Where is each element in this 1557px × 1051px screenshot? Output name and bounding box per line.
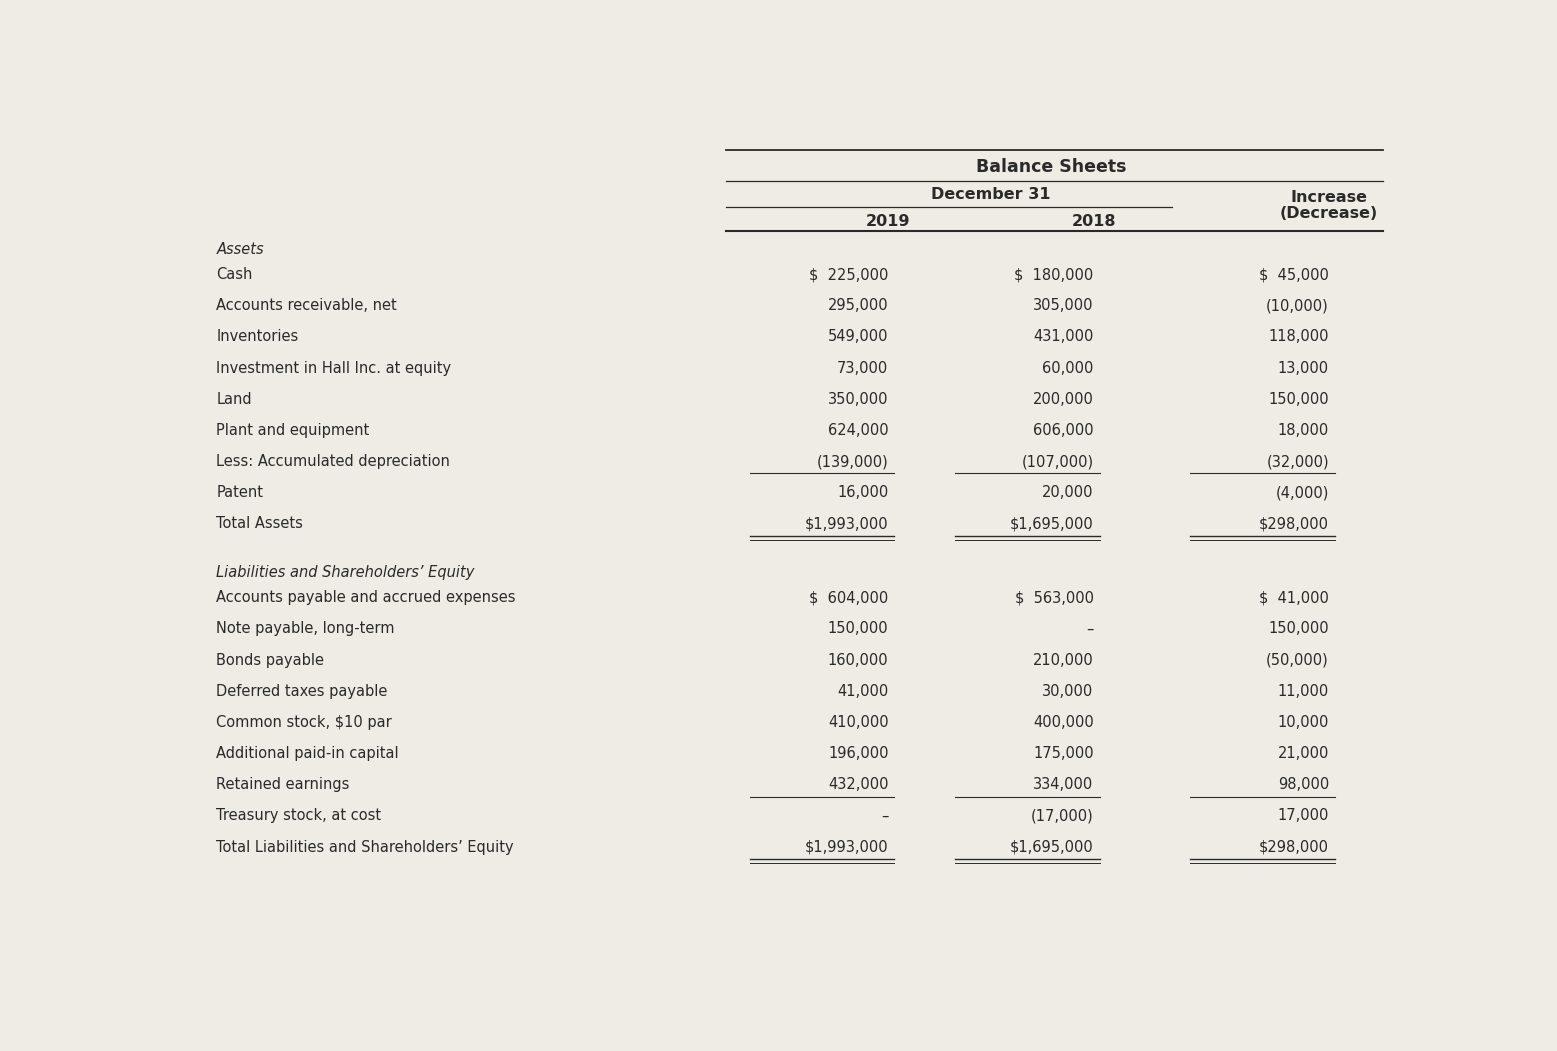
Text: 210,000: 210,000 bbox=[1032, 653, 1093, 667]
Text: 150,000: 150,000 bbox=[1269, 621, 1328, 637]
Text: 10,000: 10,000 bbox=[1278, 715, 1328, 729]
Text: (107,000): (107,000) bbox=[1021, 454, 1093, 469]
Text: 160,000: 160,000 bbox=[828, 653, 889, 667]
Text: 400,000: 400,000 bbox=[1032, 715, 1093, 729]
Text: Total Liabilities and Shareholders’ Equity: Total Liabilities and Shareholders’ Equi… bbox=[216, 840, 514, 854]
Text: 334,000: 334,000 bbox=[1034, 778, 1093, 792]
Text: Cash: Cash bbox=[216, 267, 252, 282]
Text: (17,000): (17,000) bbox=[1031, 808, 1093, 823]
Text: $1,695,000: $1,695,000 bbox=[1010, 840, 1093, 854]
Text: 549,000: 549,000 bbox=[828, 330, 889, 345]
Text: 18,000: 18,000 bbox=[1278, 423, 1328, 438]
Text: 21,000: 21,000 bbox=[1278, 746, 1328, 761]
Text: 41,000: 41,000 bbox=[838, 684, 889, 699]
Text: 431,000: 431,000 bbox=[1034, 330, 1093, 345]
Text: (4,000): (4,000) bbox=[1275, 486, 1328, 500]
Text: Additional paid-in capital: Additional paid-in capital bbox=[216, 746, 399, 761]
Text: 150,000: 150,000 bbox=[828, 621, 889, 637]
Text: Accounts payable and accrued expenses: Accounts payable and accrued expenses bbox=[216, 591, 515, 605]
Text: 295,000: 295,000 bbox=[828, 298, 889, 313]
Text: Common stock, $10 par: Common stock, $10 par bbox=[216, 715, 392, 729]
Text: Inventories: Inventories bbox=[216, 330, 299, 345]
Text: 60,000: 60,000 bbox=[1042, 360, 1093, 375]
Text: 432,000: 432,000 bbox=[828, 778, 889, 792]
Text: 606,000: 606,000 bbox=[1032, 423, 1093, 438]
Text: (50,000): (50,000) bbox=[1266, 653, 1328, 667]
Text: Retained earnings: Retained earnings bbox=[216, 778, 350, 792]
Text: $  604,000: $ 604,000 bbox=[810, 591, 889, 605]
Text: Less: Accumulated depreciation: Less: Accumulated depreciation bbox=[216, 454, 450, 469]
Text: 20,000: 20,000 bbox=[1042, 486, 1093, 500]
Text: 16,000: 16,000 bbox=[838, 486, 889, 500]
Text: (Decrease): (Decrease) bbox=[1280, 206, 1378, 221]
Text: Land: Land bbox=[216, 392, 252, 407]
Text: 410,000: 410,000 bbox=[828, 715, 889, 729]
Text: $1,993,000: $1,993,000 bbox=[805, 840, 889, 854]
Text: –: – bbox=[1087, 621, 1093, 637]
Text: 196,000: 196,000 bbox=[828, 746, 889, 761]
Text: $  563,000: $ 563,000 bbox=[1015, 591, 1093, 605]
Text: 624,000: 624,000 bbox=[828, 423, 889, 438]
Text: Liabilities and Shareholders’ Equity: Liabilities and Shareholders’ Equity bbox=[216, 564, 475, 580]
Text: 175,000: 175,000 bbox=[1032, 746, 1093, 761]
Text: Accounts receivable, net: Accounts receivable, net bbox=[216, 298, 397, 313]
Text: 30,000: 30,000 bbox=[1042, 684, 1093, 699]
Text: 11,000: 11,000 bbox=[1278, 684, 1328, 699]
Text: $  225,000: $ 225,000 bbox=[810, 267, 889, 282]
Text: Deferred taxes payable: Deferred taxes payable bbox=[216, 684, 388, 699]
Text: $  180,000: $ 180,000 bbox=[1014, 267, 1093, 282]
Text: Total Assets: Total Assets bbox=[216, 516, 304, 532]
Text: –: – bbox=[881, 808, 889, 823]
Text: 98,000: 98,000 bbox=[1278, 778, 1328, 792]
Text: Increase: Increase bbox=[1291, 190, 1367, 205]
Text: $1,993,000: $1,993,000 bbox=[805, 516, 889, 532]
Text: 350,000: 350,000 bbox=[828, 392, 889, 407]
Text: $298,000: $298,000 bbox=[1260, 840, 1328, 854]
Text: $  45,000: $ 45,000 bbox=[1260, 267, 1328, 282]
Text: 2019: 2019 bbox=[866, 214, 911, 229]
Text: $  41,000: $ 41,000 bbox=[1260, 591, 1328, 605]
Text: 2018: 2018 bbox=[1071, 214, 1116, 229]
Text: 150,000: 150,000 bbox=[1269, 392, 1328, 407]
Text: Plant and equipment: Plant and equipment bbox=[216, 423, 369, 438]
Text: Assets: Assets bbox=[216, 242, 265, 256]
Text: $298,000: $298,000 bbox=[1260, 516, 1328, 532]
Text: Balance Sheets: Balance Sheets bbox=[976, 158, 1127, 176]
Text: Treasury stock, at cost: Treasury stock, at cost bbox=[216, 808, 381, 823]
Text: 13,000: 13,000 bbox=[1278, 360, 1328, 375]
Text: 305,000: 305,000 bbox=[1034, 298, 1093, 313]
Text: Investment in Hall Inc. at equity: Investment in Hall Inc. at equity bbox=[216, 360, 452, 375]
Text: 200,000: 200,000 bbox=[1032, 392, 1093, 407]
Text: 118,000: 118,000 bbox=[1269, 330, 1328, 345]
Text: 17,000: 17,000 bbox=[1278, 808, 1328, 823]
Text: Patent: Patent bbox=[216, 486, 263, 500]
Text: (139,000): (139,000) bbox=[817, 454, 889, 469]
Text: $1,695,000: $1,695,000 bbox=[1010, 516, 1093, 532]
Text: 73,000: 73,000 bbox=[838, 360, 889, 375]
Text: (10,000): (10,000) bbox=[1266, 298, 1328, 313]
Text: Note payable, long-term: Note payable, long-term bbox=[216, 621, 395, 637]
Text: Bonds payable: Bonds payable bbox=[216, 653, 324, 667]
Text: December 31: December 31 bbox=[931, 187, 1051, 202]
Text: (32,000): (32,000) bbox=[1266, 454, 1328, 469]
